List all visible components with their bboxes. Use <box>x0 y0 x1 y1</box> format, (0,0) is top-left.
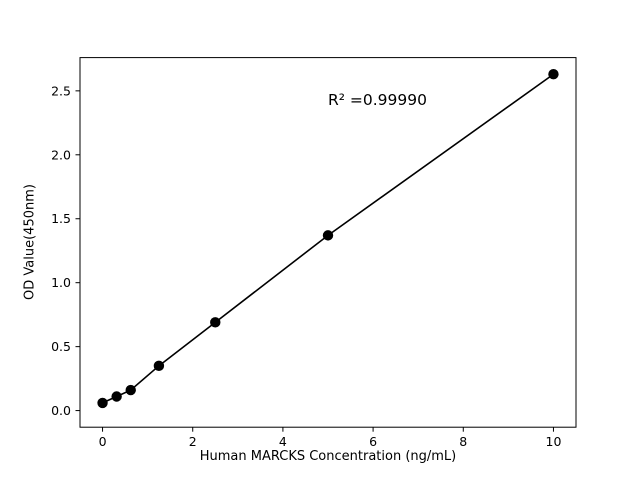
x-tick-label: 4 <box>279 434 287 449</box>
y-tick-label: 1.5 <box>51 211 71 226</box>
data-point-marker <box>125 384 136 396</box>
x-axis-label: Human MARCKS Concentration (ng/mL) <box>199 449 457 464</box>
y-tick-label: 0.0 <box>51 403 71 418</box>
data-point-marker <box>111 391 122 402</box>
data-point-marker <box>210 317 221 328</box>
x-tick-label: 6 <box>369 434 377 449</box>
data-point-marker <box>322 230 334 241</box>
y-tick-label: 0.5 <box>51 339 71 354</box>
y-tick-label: 2.0 <box>51 147 71 162</box>
y-tick-label: 2.5 <box>51 83 71 98</box>
x-tick-label: 8 <box>459 434 467 449</box>
x-tick-label: 10 <box>546 434 562 449</box>
r-squared-annotation: R² =0.99990 <box>328 91 427 110</box>
data-point-marker <box>153 360 165 372</box>
x-tick-label: 2 <box>189 434 197 449</box>
y-tick-label: 1.0 <box>51 275 71 290</box>
y-axis-label: OD Value(450nm) <box>22 184 38 300</box>
data-point-marker <box>97 397 108 409</box>
data-point-marker <box>548 69 559 80</box>
axes-spines <box>79 57 577 428</box>
x-tick-label: 0 <box>99 434 107 449</box>
